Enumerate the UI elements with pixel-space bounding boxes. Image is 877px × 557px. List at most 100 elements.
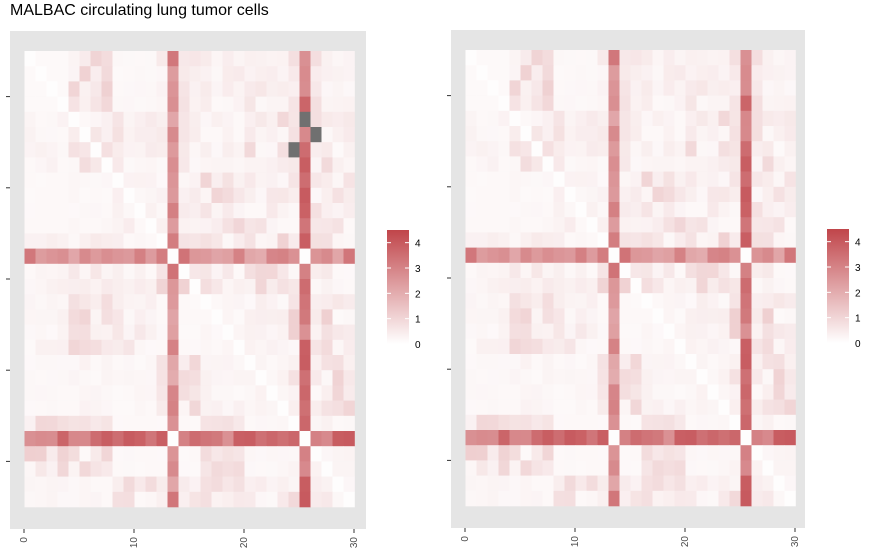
heatmap-cell	[465, 262, 477, 279]
heatmap-cell	[178, 370, 190, 386]
heatmap-cell	[718, 186, 730, 203]
heatmap-cell	[542, 369, 554, 385]
heatmap-cell	[718, 50, 730, 66]
heatmap-cell	[542, 186, 554, 203]
heatmap-cell	[57, 355, 69, 371]
heatmap-cell	[520, 293, 532, 309]
heatmap-cell	[476, 247, 488, 264]
heatmap-cell	[674, 202, 686, 218]
heatmap-cell	[696, 65, 708, 81]
heatmap-cell	[784, 323, 796, 340]
heatmap-cell	[46, 385, 58, 401]
heatmap-cell	[277, 370, 289, 386]
heatmap-cell	[784, 308, 796, 324]
heatmap-cell	[90, 203, 102, 219]
heatmap-cell	[299, 339, 311, 356]
heatmap-cell	[299, 279, 311, 295]
heatmap-cell	[685, 445, 697, 461]
heatmap-cell	[46, 142, 58, 158]
heatmap-cell	[685, 354, 697, 370]
heatmap-cell	[608, 354, 620, 370]
heatmap-cell	[707, 217, 719, 233]
heatmap-cell	[24, 248, 36, 265]
heatmap-cell	[674, 384, 686, 400]
heatmap-cell	[520, 475, 532, 492]
heatmap-cell	[79, 385, 91, 401]
heatmap-cell	[575, 126, 587, 142]
heatmap-cell	[277, 233, 289, 249]
heatmap-cell	[134, 339, 146, 356]
heatmap-cell	[79, 187, 91, 204]
heatmap-cell	[498, 384, 510, 400]
heatmap-cell	[244, 476, 256, 493]
heatmap-cell	[24, 446, 36, 462]
heatmap-cell	[707, 445, 719, 461]
heatmap-cell	[476, 126, 488, 142]
heatmap-cell	[112, 218, 124, 234]
heatmap-cell	[145, 218, 157, 234]
heatmap-cell	[762, 171, 774, 188]
heatmap-cell	[35, 81, 47, 97]
heatmap-cell	[101, 415, 113, 432]
heatmap-cell	[707, 202, 719, 218]
heatmap-cell	[79, 218, 91, 234]
heatmap-cell	[740, 171, 752, 188]
heatmap-cell	[101, 446, 113, 462]
heatmap-cell	[630, 293, 642, 309]
heatmap-cell	[575, 156, 587, 172]
heatmap-cell	[487, 338, 499, 355]
heatmap-cell	[178, 461, 190, 477]
heatmap-cell	[200, 355, 212, 371]
heatmap-cell	[310, 309, 322, 325]
heatmap-cell	[663, 384, 675, 400]
heatmap-cell	[685, 126, 697, 142]
heatmap-cell	[718, 430, 730, 446]
heatmap-cell	[729, 110, 741, 127]
heatmap-cell	[740, 308, 752, 324]
heatmap-cell	[630, 414, 642, 431]
heatmap-cell	[751, 323, 763, 340]
heatmap-cell	[740, 232, 752, 248]
heatmap-cell	[123, 279, 135, 295]
heatmap-cell	[167, 203, 179, 219]
heatmap-cell	[509, 217, 521, 233]
heatmap-cell	[762, 156, 774, 172]
heatmap-cell	[79, 111, 91, 128]
heatmap-cell	[299, 111, 311, 128]
heatmap-cell	[707, 262, 719, 279]
heatmap-cell	[200, 370, 212, 386]
heatmap-cell	[586, 262, 598, 279]
heatmap-cell	[101, 400, 113, 417]
heatmap-cell	[255, 415, 267, 432]
heatmap-cell	[718, 338, 730, 355]
heatmap-cell	[123, 203, 135, 219]
heatmap-cell	[189, 96, 201, 113]
heatmap-cell	[321, 491, 333, 508]
heatmap-cell	[564, 338, 576, 355]
heatmap-cell	[630, 399, 642, 416]
heatmap-cell	[343, 279, 355, 295]
heatmap-cell	[145, 476, 157, 493]
heatmap-cell	[222, 355, 234, 371]
heatmap-cell	[531, 475, 543, 492]
heatmap-cell	[597, 156, 609, 172]
heatmap-cell	[487, 202, 499, 218]
heatmap-cell	[332, 491, 344, 508]
heatmap-cell	[189, 142, 201, 158]
heatmap-cell	[200, 431, 212, 447]
heatmap-cell	[145, 446, 157, 462]
heatmap-cell	[696, 141, 708, 157]
heatmap-cell	[299, 51, 311, 67]
heatmap-cell	[685, 110, 697, 127]
heatmap-cell	[123, 461, 135, 477]
heatmap-cell	[520, 156, 532, 172]
heatmap-cell	[740, 399, 752, 416]
heatmap-cell	[751, 384, 763, 400]
heatmap-cell	[343, 491, 355, 508]
heatmap-cell	[784, 126, 796, 142]
heatmap-cell	[685, 186, 697, 203]
heatmap-cell	[255, 203, 267, 219]
heatmap-cell	[101, 157, 113, 173]
heatmap-cell	[762, 308, 774, 324]
heatmap-cell	[200, 339, 212, 356]
